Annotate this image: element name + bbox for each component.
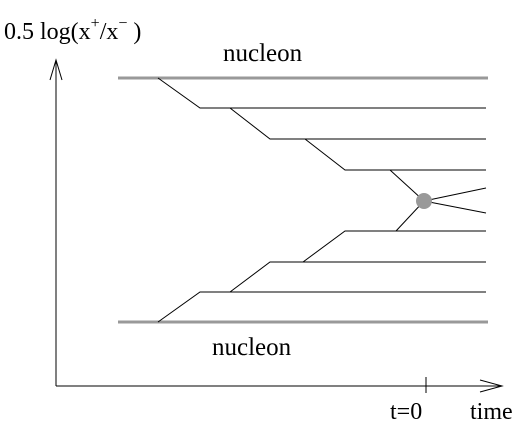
y-axis-label-sup-minus: − — [118, 15, 127, 32]
y-axis-label-mid: /x — [100, 19, 119, 45]
y-axis-label-sup-plus: + — [91, 15, 100, 32]
outgoing-lines — [423, 187, 487, 214]
t-zero-label: t=0 — [390, 399, 422, 425]
upper-branch-1 — [157, 77, 486, 109]
axes — [49, 58, 504, 393]
lower-branch-3 — [302, 230, 486, 263]
nucleon-label-bottom: nucleon — [212, 334, 292, 361]
y-axis-arrowhead — [49, 58, 63, 81]
y-axis-label-end: ) — [127, 19, 141, 45]
time-label: time — [470, 399, 513, 425]
lower-branch-2 — [229, 261, 486, 293]
upper-branch-2 — [229, 107, 486, 140]
lower-cascade — [157, 200, 486, 323]
outgoing-line-lower — [423, 200, 487, 214]
nucleon-label-top: nucleon — [223, 40, 303, 67]
upper-cascade — [157, 77, 486, 202]
interaction-vertex — [416, 193, 432, 209]
outgoing-line-upper — [423, 187, 487, 202]
upper-branch-3 — [304, 138, 486, 171]
y-axis-label-main: 0.5 log(x — [4, 19, 91, 45]
y-axis-label: 0.5 log(x+/x− ) — [4, 15, 141, 45]
x-axis-arrowhead — [479, 379, 504, 393]
lower-branch-1 — [157, 291, 486, 323]
